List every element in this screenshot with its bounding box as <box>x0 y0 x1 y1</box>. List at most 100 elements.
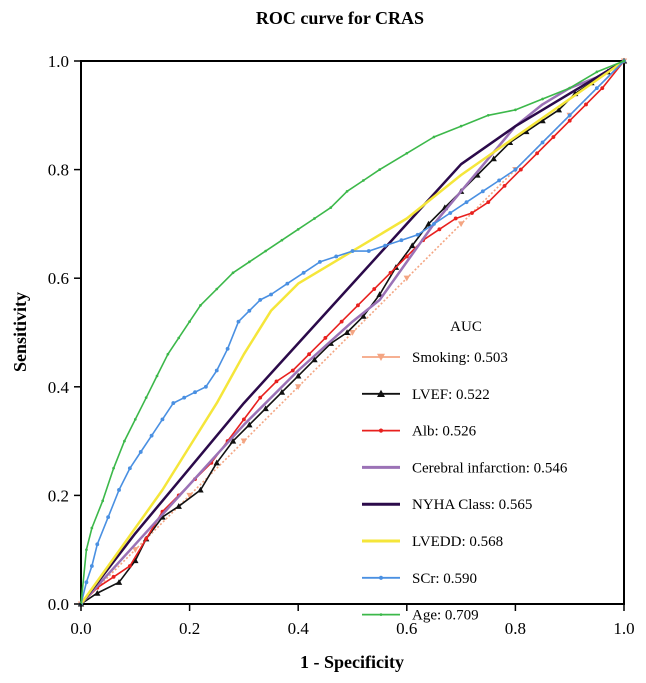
data-point <box>362 179 365 182</box>
data-point <box>171 401 176 406</box>
data-point <box>313 217 316 220</box>
legend-label: SCr: 0.590 <box>412 571 477 587</box>
data-point <box>149 433 154 438</box>
legend-label: Cerebral infarction: 0.546 <box>412 460 568 476</box>
y-axis-label: Sensitivity <box>10 292 30 372</box>
data-point <box>539 117 546 124</box>
x-tick-label: 0.4 <box>288 619 310 638</box>
data-point <box>360 313 367 319</box>
legend-item: LVEF: 0.522 <box>362 387 490 403</box>
series-line <box>80 60 625 605</box>
data-point <box>274 379 279 384</box>
series-4 <box>80 59 625 605</box>
data-point <box>555 106 563 113</box>
data-point <box>229 437 237 444</box>
y-tick-label: 0.2 <box>48 486 69 505</box>
legend-label: NYHA Class: 0.565 <box>412 497 532 513</box>
legend-label: LVEDD: 0.568 <box>412 534 503 550</box>
data-point <box>295 372 302 379</box>
data-point <box>155 374 159 378</box>
data-point <box>474 171 481 178</box>
data-point <box>457 221 465 228</box>
legend-label: Alb: 0.526 <box>412 424 477 440</box>
data-point <box>85 548 88 552</box>
data-point <box>269 292 273 297</box>
data-point <box>106 515 111 520</box>
data-point <box>415 232 420 237</box>
data-point <box>405 151 409 155</box>
data-point <box>327 340 334 346</box>
data-point <box>132 557 139 564</box>
data-point <box>378 168 381 171</box>
data-point <box>409 242 416 249</box>
data-point <box>356 303 360 308</box>
legend-label: Smoking: 0.503 <box>412 350 508 366</box>
data-point <box>215 287 219 291</box>
data-point <box>404 254 409 259</box>
data-point <box>432 221 436 226</box>
legend-item: LVEDD: 0.568 <box>362 534 503 550</box>
data-point <box>175 503 182 509</box>
data-point <box>541 97 544 101</box>
data-point <box>486 113 490 117</box>
data-point <box>199 304 202 307</box>
legend-marker <box>378 428 384 433</box>
data-point <box>448 211 453 215</box>
data-point <box>567 118 572 123</box>
data-point <box>383 243 387 248</box>
data-point <box>117 488 121 492</box>
series-7 <box>79 59 626 606</box>
data-point <box>311 356 318 363</box>
data-point <box>186 492 193 499</box>
legend-marker <box>379 613 383 616</box>
data-point <box>90 526 94 530</box>
data-point <box>403 275 410 282</box>
data-point <box>89 564 94 568</box>
data-point <box>513 167 518 172</box>
data-point <box>112 466 115 470</box>
data-point <box>567 113 572 118</box>
legend: AUC Smoking: 0.503 LVEF: 0.522 Alb: 0.526 C… <box>362 319 568 624</box>
data-point <box>203 384 208 389</box>
legend-item: SCr: 0.590 <box>362 571 477 587</box>
data-point <box>188 320 191 323</box>
series-line <box>80 59 625 605</box>
series-3 <box>80 59 625 605</box>
data-point <box>425 220 432 227</box>
data-point <box>350 249 355 253</box>
data-point <box>464 200 469 205</box>
data-point <box>584 102 588 107</box>
data-point <box>334 254 339 259</box>
data-point <box>301 270 306 275</box>
data-point <box>523 128 530 135</box>
data-point <box>568 86 572 90</box>
legend-item: Smoking: 0.503 <box>362 350 508 366</box>
data-point <box>111 574 116 579</box>
data-point <box>290 368 295 373</box>
data-point <box>123 439 126 443</box>
y-axis: 0.0 0.2 0.4 0.6 0.8 1.0 <box>48 52 81 614</box>
data-point <box>296 227 300 231</box>
data-point <box>138 450 143 454</box>
data-point <box>459 124 463 128</box>
data-point <box>470 211 474 215</box>
data-point <box>480 189 485 194</box>
series-6 <box>79 59 626 606</box>
data-point <box>551 135 556 139</box>
data-point <box>127 466 132 471</box>
legend-item: NYHA Class: 0.565 <box>362 497 532 513</box>
chart-title: ROC curve for CRAS <box>256 8 424 28</box>
data-point <box>595 70 599 74</box>
x-axis-label: 1 - Specificity <box>300 652 404 672</box>
data-point <box>84 580 89 585</box>
data-point <box>247 308 252 313</box>
data-point <box>372 287 377 291</box>
data-point <box>388 270 393 275</box>
data-point <box>437 227 442 232</box>
x-tick-label: 0.8 <box>505 619 526 638</box>
data-point <box>622 59 626 63</box>
data-point <box>225 346 230 351</box>
data-point <box>247 260 251 264</box>
data-point <box>231 271 235 275</box>
